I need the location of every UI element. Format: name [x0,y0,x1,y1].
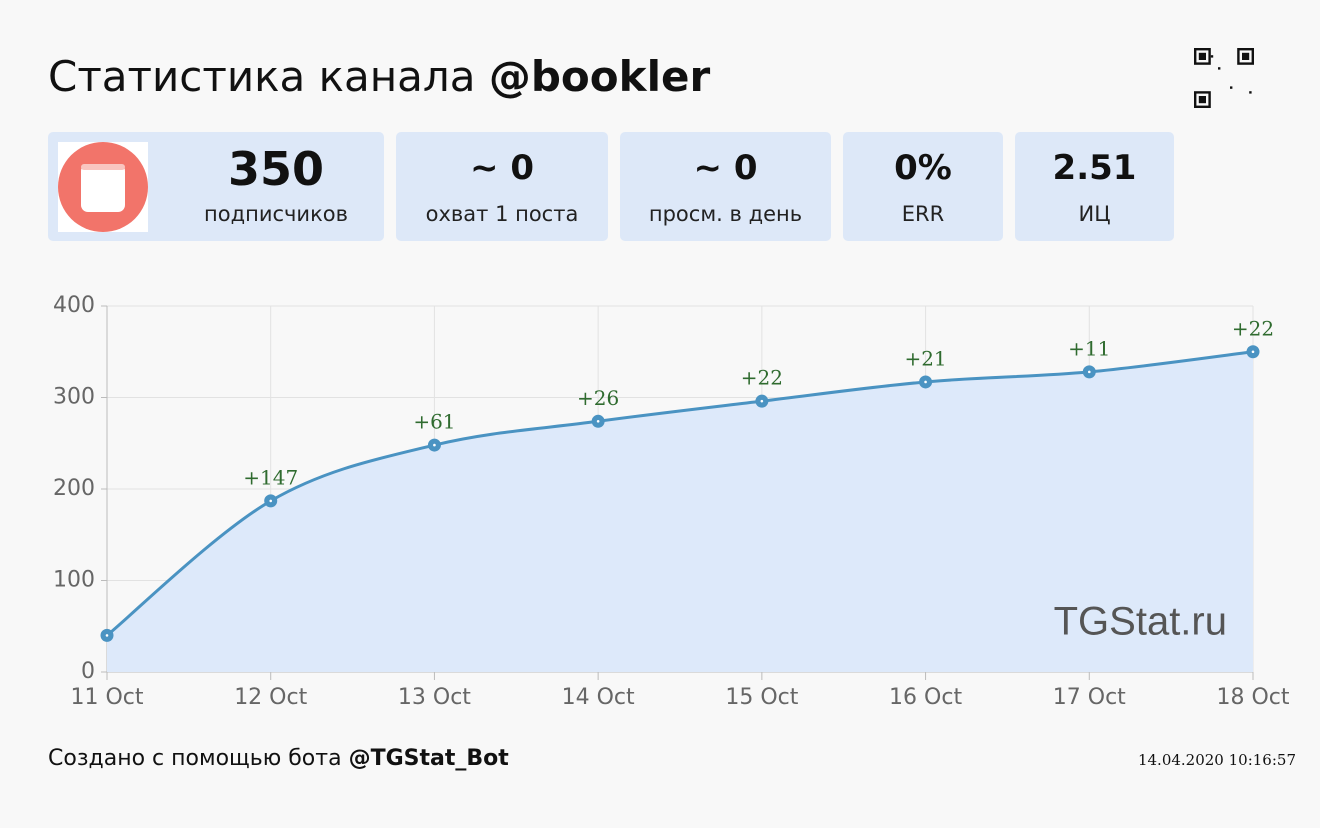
stat-card: ~ 0 охват 1 поста [396,132,608,241]
stat-value: ~ 0 [693,148,758,188]
qr-module [1249,91,1252,94]
chart: 0 100 200 300 400 11 Oct 12 Oct 13 Oct 14 Oct 15 … [53,293,1290,710]
stat-card: 0% ERR [843,132,1003,241]
x-tick-label: 11 Oct [70,685,143,710]
stat-card: ~ 0 просм. в день [620,132,831,241]
qr-finder [1242,52,1250,60]
title: Статистика канала @bookler [48,52,710,101]
x-tick-label: 14 Oct [562,685,635,710]
annotation: +26 [577,386,619,410]
annotation: +61 [413,410,455,434]
y-tick-label: 400 [53,293,95,318]
channel-name: @bookler [488,52,711,101]
x-tick-label: 17 Oct [1053,685,1126,710]
point-center [1087,370,1091,374]
point-center [105,634,109,637]
title-text: Статистика канала [48,52,476,101]
annotation: +21 [904,346,946,370]
x-tick-label: 16 Oct [889,685,962,710]
avatar [58,142,148,232]
qr-finder [1194,48,1211,65]
stat-label: охват 1 поста [425,202,579,226]
stat-card: 350 подписчиков [48,132,384,241]
point-center [433,443,436,447]
x-tick-label: 15 Oct [725,685,798,710]
point-center [596,419,600,423]
qr-finder [1198,96,1206,104]
stat-label: подписчиков [204,202,348,226]
qr-module [1218,67,1221,70]
stat-value: 2.51 [1052,148,1137,188]
stat-value: 350 [227,142,325,196]
footer-text: Создано с помощью бота [48,746,342,771]
timestamp: 14.04.2020 10:16:57 [1137,751,1296,769]
footer: Создано с помощью бота @TGStat_Bot [48,746,509,771]
bot-name: @TGStat_Bot [348,746,509,771]
y-tick-label: 300 [53,385,95,410]
annotation: +11 [1068,336,1110,360]
y-tick-label: 0 [81,659,95,684]
stat-label: просм. в день [648,202,803,226]
x-tick-label: 13 Oct [398,685,471,710]
qr-module [1230,86,1233,89]
point-center [760,399,764,403]
stat-label: ИЦ [1078,202,1111,226]
annotation: +22 [1232,316,1274,340]
y-tick-label: 200 [53,476,95,501]
qr-module [1210,55,1214,58]
stat-card: 2.51 ИЦ [1015,132,1174,241]
annotation: +22 [741,366,783,390]
x-tick-label: 18 Oct [1216,685,1289,710]
annotation: +147 [243,465,298,489]
stat-value: ~ 0 [470,148,534,188]
x-tick-label: 12 Oct [234,685,307,710]
qr-code [1194,48,1254,108]
y-tick-label: 100 [53,568,95,593]
point-center [1251,350,1255,354]
qr-finder [1198,52,1206,60]
point-center [269,499,273,503]
qr-finder [1237,48,1254,65]
area [107,351,1253,672]
point-center [924,380,927,384]
qr-finder [1194,91,1211,108]
stat-value: 0% [894,148,952,188]
stat-label: ERR [901,202,945,226]
watermark: TGStat.ru [1054,600,1227,644]
